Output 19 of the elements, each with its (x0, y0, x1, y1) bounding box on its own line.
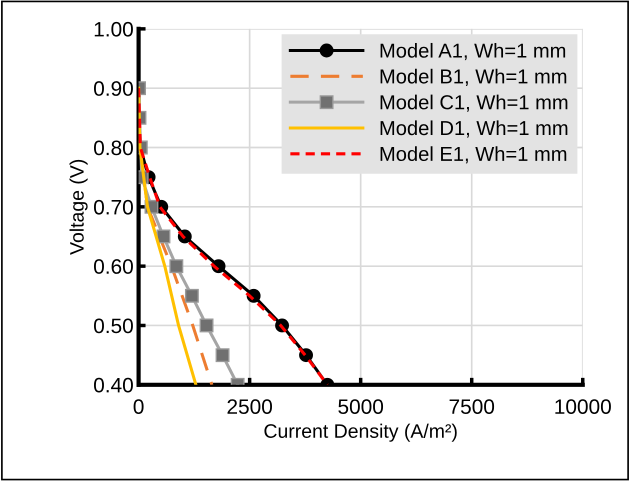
y-tick-label: 0.90 (94, 81, 133, 96)
y-tick-label: 0.80 (94, 140, 133, 156)
x-tick-label: 10000 (555, 399, 611, 414)
legend-label: Model C1, Wh=1 mm (380, 94, 568, 112)
x-tick-label: 0 (134, 399, 144, 414)
legend-label: Model A1, Wh=1 mm (380, 42, 566, 60)
x-axis-title: Current Density (A/m²) (264, 424, 457, 442)
y-tick-label: 1.00 (94, 22, 133, 37)
x-tick-label: 7500 (450, 399, 494, 414)
y-axis-title: Voltage (V) (70, 160, 88, 255)
y-tick-label: 0.40 (94, 378, 133, 393)
y-tick-label: 0.60 (94, 259, 133, 274)
legend-label: Model B1, Wh=1 mm (380, 68, 566, 86)
legend-label: Model E1, Wh=1 mm (380, 146, 566, 164)
x-tick-label: 2500 (228, 399, 272, 414)
y-tick-label: 0.50 (94, 318, 133, 334)
x-tick-label: 5000 (338, 399, 384, 414)
legend-label: Model D1, Wh=1 mm (380, 120, 568, 138)
y-tick-label: 0.70 (94, 200, 133, 215)
